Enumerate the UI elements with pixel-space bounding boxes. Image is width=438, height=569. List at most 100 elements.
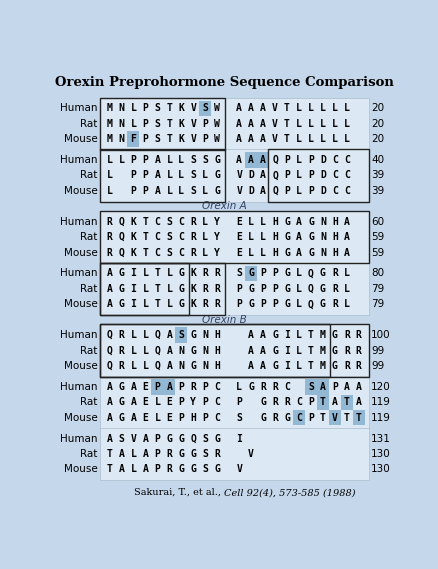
Text: R: R xyxy=(356,345,362,356)
Text: S: S xyxy=(202,434,208,444)
Bar xyxy=(353,410,365,426)
Text: L: L xyxy=(106,171,113,180)
Bar xyxy=(100,324,369,377)
Text: P: P xyxy=(155,382,160,392)
Text: R: R xyxy=(332,269,338,278)
Text: Q: Q xyxy=(119,248,124,258)
Text: R: R xyxy=(260,382,266,392)
Text: K: K xyxy=(131,232,136,242)
Text: C: C xyxy=(344,155,350,165)
Text: 100: 100 xyxy=(371,330,391,340)
Text: L: L xyxy=(106,155,113,165)
Text: R: R xyxy=(344,330,350,340)
Text: L: L xyxy=(131,464,136,475)
Text: A: A xyxy=(131,397,136,407)
Text: G: G xyxy=(260,397,266,407)
Text: P: P xyxy=(308,171,314,180)
Text: C: C xyxy=(155,232,160,242)
Text: R: R xyxy=(191,232,196,242)
Text: I: I xyxy=(131,299,136,310)
Text: M: M xyxy=(106,119,113,129)
Text: V: V xyxy=(236,186,242,196)
Text: A: A xyxy=(332,397,338,407)
Text: P: P xyxy=(142,119,148,129)
Text: P: P xyxy=(272,284,278,294)
Text: T: T xyxy=(155,299,160,310)
Text: A: A xyxy=(166,361,172,371)
Text: T: T xyxy=(344,397,350,407)
Text: E: E xyxy=(166,413,172,423)
Text: L: L xyxy=(296,299,302,310)
Text: 79: 79 xyxy=(371,284,384,294)
Text: A: A xyxy=(131,382,136,392)
Bar xyxy=(100,376,369,428)
Text: G: G xyxy=(248,269,254,278)
Text: K: K xyxy=(191,284,196,294)
Text: G: G xyxy=(284,413,290,423)
Text: Y: Y xyxy=(214,232,220,242)
Text: H: H xyxy=(332,217,338,227)
Text: L: L xyxy=(155,397,160,407)
Text: V: V xyxy=(332,413,338,423)
Text: G: G xyxy=(214,171,220,180)
Text: R: R xyxy=(119,361,124,371)
Text: A: A xyxy=(260,330,266,340)
Text: Q: Q xyxy=(119,217,124,227)
Text: R: R xyxy=(344,345,350,356)
Text: A: A xyxy=(248,104,254,113)
Bar xyxy=(100,324,330,377)
Bar xyxy=(257,152,269,168)
Text: G: G xyxy=(191,449,196,459)
Text: W: W xyxy=(214,119,220,129)
Text: A: A xyxy=(260,361,266,371)
Text: Q: Q xyxy=(191,434,196,444)
Bar xyxy=(100,211,369,263)
Text: S: S xyxy=(155,119,160,129)
Text: V: V xyxy=(236,171,242,180)
Text: L: L xyxy=(142,330,148,340)
Text: G: G xyxy=(320,284,326,294)
Text: 39: 39 xyxy=(371,171,384,180)
Text: N: N xyxy=(119,119,124,129)
Text: 59: 59 xyxy=(371,232,384,242)
Text: A: A xyxy=(320,382,326,392)
Text: Q: Q xyxy=(155,330,160,340)
Text: P: P xyxy=(260,299,266,310)
Bar xyxy=(152,379,163,394)
Text: A: A xyxy=(155,171,160,180)
Text: E: E xyxy=(236,217,242,227)
Text: L: L xyxy=(142,299,148,310)
Text: L: L xyxy=(166,299,172,310)
Text: P: P xyxy=(260,284,266,294)
Text: 40: 40 xyxy=(371,155,384,165)
Text: M: M xyxy=(320,330,326,340)
Text: G: G xyxy=(272,330,278,340)
Text: M: M xyxy=(320,361,326,371)
Text: A: A xyxy=(142,434,148,444)
Text: C: C xyxy=(332,171,338,180)
Text: L: L xyxy=(320,134,326,144)
Text: L: L xyxy=(119,155,124,165)
Text: R: R xyxy=(191,248,196,258)
Text: I: I xyxy=(284,345,290,356)
Text: G: G xyxy=(248,382,254,392)
Text: G: G xyxy=(178,449,184,459)
Bar xyxy=(127,131,139,147)
Text: A: A xyxy=(356,397,362,407)
Text: S: S xyxy=(202,449,208,459)
Text: Rat: Rat xyxy=(80,397,97,407)
Text: G: G xyxy=(260,413,266,423)
Text: A: A xyxy=(248,155,254,165)
Text: R: R xyxy=(284,397,290,407)
Text: R: R xyxy=(202,284,208,294)
Text: E: E xyxy=(142,382,148,392)
Text: L: L xyxy=(166,186,172,196)
Text: S: S xyxy=(119,434,124,444)
Text: L: L xyxy=(106,186,113,196)
Text: W: W xyxy=(214,134,220,144)
Text: L: L xyxy=(236,382,242,392)
Text: N: N xyxy=(320,248,326,258)
Text: P: P xyxy=(202,134,208,144)
Text: L: L xyxy=(320,104,326,113)
Text: S: S xyxy=(155,134,160,144)
